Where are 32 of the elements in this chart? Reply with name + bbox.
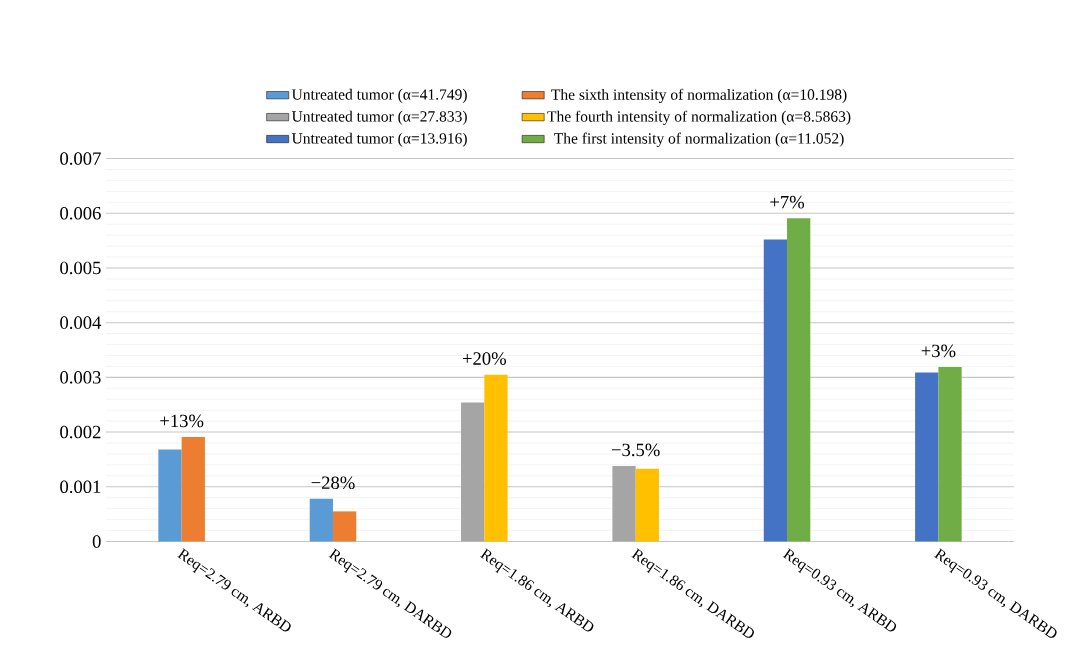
annotation: −28% — [311, 476, 355, 490]
legend-label: Untreated tumor (α=41.749) — [291, 88, 467, 104]
bar — [181, 437, 205, 542]
annotation: +3% — [921, 344, 956, 358]
bar — [635, 468, 659, 542]
bar — [158, 449, 182, 542]
y-tick-label: 0.004 — [60, 316, 102, 330]
legend-label: Untreated tumor (α=13.916) — [291, 132, 467, 147]
annotation: +13% — [160, 414, 204, 428]
bar — [915, 372, 939, 542]
annotation: +20% — [462, 352, 507, 366]
bar — [763, 239, 788, 542]
y-tick-label: 0.002 — [60, 425, 101, 439]
y-tick-label: 0 — [92, 535, 101, 548]
bar — [332, 511, 357, 542]
bar — [938, 367, 962, 542]
y-tick-label: 0.003 — [60, 371, 101, 384]
bar — [484, 374, 508, 542]
y-tick-label: 0.005 — [60, 261, 101, 275]
bar — [787, 218, 811, 542]
y-tick-label: 0.006 — [60, 207, 101, 220]
annotation: −3.5% — [611, 443, 660, 457]
bar — [461, 402, 485, 542]
legend-label: The sixth intensity of normalization (α=10.198) — [551, 88, 847, 104]
y-tick-label: 0.007 — [60, 152, 101, 166]
bar — [612, 466, 636, 542]
legend-label: The first intensity of normalization (α=11.052) — [554, 132, 844, 148]
legend-label: The fourth intensity of normalization (α=8.5863) — [547, 110, 851, 126]
bar — [309, 498, 333, 542]
y-tick-label: 0.001 — [60, 480, 101, 494]
annotation: +7% — [770, 195, 805, 209]
legend-label: Untreated tumor (α=27.833) — [291, 110, 467, 125]
